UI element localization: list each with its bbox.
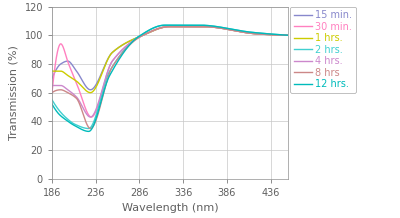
30 min. — [286, 34, 290, 37]
30 min. — [92, 113, 96, 116]
8 hrs — [50, 91, 54, 94]
15 min. — [286, 34, 290, 37]
4 hrs. — [228, 29, 233, 31]
15 min. — [228, 29, 233, 31]
15 min. — [88, 89, 93, 91]
1 hrs. — [88, 91, 93, 94]
2 hrs. — [190, 24, 194, 27]
2 hrs. — [163, 24, 168, 27]
1 hrs. — [208, 26, 213, 28]
30 min. — [157, 27, 162, 30]
1 hrs. — [167, 25, 172, 28]
30 min. — [111, 59, 116, 61]
15 min. — [157, 27, 162, 30]
Line: 12 hrs.: 12 hrs. — [52, 25, 288, 131]
15 min. — [208, 26, 213, 28]
Line: 15 min.: 15 min. — [52, 27, 288, 90]
12 hrs. — [286, 34, 290, 37]
2 hrs. — [92, 119, 96, 122]
Line: 1 hrs.: 1 hrs. — [52, 27, 288, 93]
8 hrs — [286, 34, 290, 37]
12 hrs. — [111, 68, 116, 71]
30 min. — [228, 29, 233, 31]
12 hrs. — [92, 123, 96, 125]
Line: 2 hrs.: 2 hrs. — [52, 25, 288, 129]
4 hrs. — [92, 112, 96, 115]
8 hrs — [208, 26, 213, 28]
4 hrs. — [157, 27, 162, 30]
4 hrs. — [111, 59, 116, 61]
2 hrs. — [228, 28, 233, 30]
30 min. — [89, 116, 94, 118]
4 hrs. — [50, 84, 54, 87]
30 min. — [190, 25, 194, 28]
2 hrs. — [208, 24, 213, 27]
15 min. — [167, 25, 172, 28]
1 hrs. — [157, 27, 162, 30]
12 hrs. — [208, 24, 213, 27]
2 hrs. — [86, 127, 91, 130]
12 hrs. — [86, 130, 91, 133]
8 hrs — [228, 29, 233, 31]
15 min. — [92, 86, 96, 89]
30 min. — [208, 26, 213, 28]
Y-axis label: Transmission (%): Transmission (%) — [9, 45, 19, 140]
15 min. — [111, 51, 116, 53]
2 hrs. — [50, 99, 54, 101]
15 min. — [190, 25, 194, 28]
8 hrs — [111, 64, 116, 67]
Line: 8 hrs: 8 hrs — [52, 27, 288, 129]
1 hrs. — [50, 70, 54, 72]
1 hrs. — [92, 89, 96, 91]
12 hrs. — [50, 103, 54, 106]
4 hrs. — [190, 25, 194, 28]
4 hrs. — [88, 116, 93, 118]
Line: 30 min.: 30 min. — [52, 27, 288, 117]
Legend: 15 min., 30 min., 1 hrs., 2 hrs., 4 hrs., 8 hrs, 12 hrs.: 15 min., 30 min., 1 hrs., 2 hrs., 4 hrs.… — [290, 7, 356, 93]
4 hrs. — [208, 26, 213, 28]
12 hrs. — [163, 24, 168, 27]
Line: 4 hrs.: 4 hrs. — [52, 27, 288, 117]
1 hrs. — [228, 29, 233, 31]
30 min. — [50, 91, 54, 94]
8 hrs — [190, 25, 194, 28]
8 hrs — [88, 127, 93, 130]
30 min. — [167, 25, 172, 28]
1 hrs. — [111, 51, 116, 53]
4 hrs. — [286, 34, 290, 37]
2 hrs. — [157, 25, 162, 27]
2 hrs. — [111, 64, 116, 67]
2 hrs. — [286, 34, 290, 37]
8 hrs — [167, 25, 172, 28]
8 hrs — [92, 123, 96, 126]
4 hrs. — [167, 25, 172, 28]
X-axis label: Wavelength (nm): Wavelength (nm) — [122, 203, 218, 213]
8 hrs — [157, 27, 162, 30]
15 min. — [50, 77, 54, 80]
12 hrs. — [157, 25, 162, 27]
12 hrs. — [190, 24, 194, 27]
1 hrs. — [286, 34, 290, 37]
12 hrs. — [228, 28, 233, 30]
1 hrs. — [190, 25, 194, 28]
